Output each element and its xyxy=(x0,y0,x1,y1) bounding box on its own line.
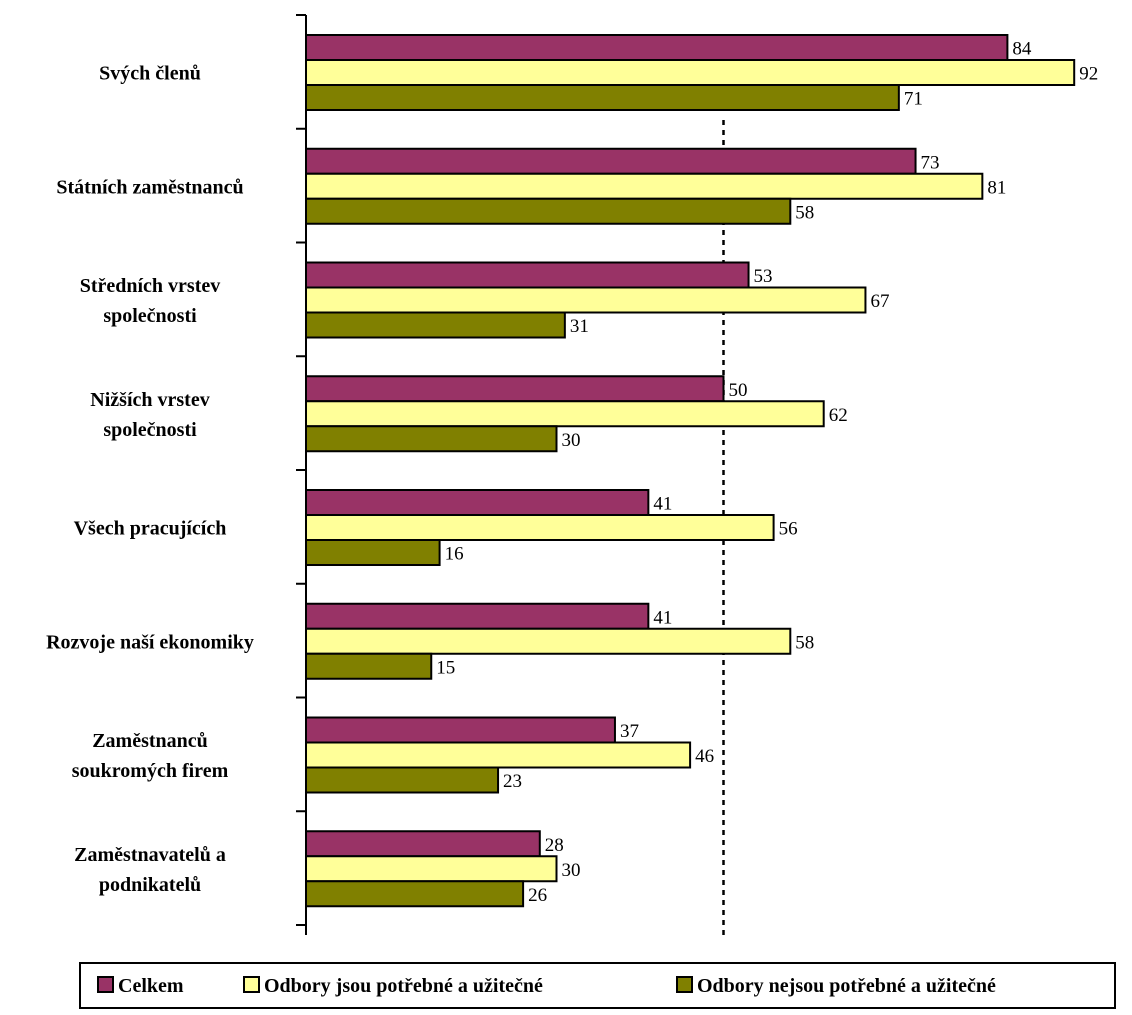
data-label: 37 xyxy=(620,721,639,742)
bar xyxy=(305,830,541,858)
data-label: 92 xyxy=(1079,64,1098,85)
legend-swatch xyxy=(97,976,114,993)
bar xyxy=(305,741,692,769)
category-label: Státních zaměstnanců xyxy=(56,176,243,198)
legend: Celkem Odbory jsou potřebné a užitečné Odb… xyxy=(79,962,1116,1009)
data-label: 58 xyxy=(795,202,814,223)
data-label: 30 xyxy=(562,430,581,451)
data-label: 23 xyxy=(503,771,522,792)
data-label: 84 xyxy=(1012,39,1032,60)
data-label: 71 xyxy=(904,89,923,110)
bar xyxy=(305,197,792,225)
bar xyxy=(305,766,500,794)
data-label: 31 xyxy=(570,316,589,337)
category-label: Nižších vrstev společnosti xyxy=(90,389,209,441)
bar xyxy=(305,261,750,289)
category-label: Všech pracujících xyxy=(74,518,227,540)
category-labels-layer: Svých členů Státních zaměstnanců Středních… xyxy=(46,63,254,896)
data-label: 73 xyxy=(921,152,940,173)
bar xyxy=(305,602,650,630)
bars-layer: 84 92 71 73 81 58 53 67 31 50 62 30 41 56 16 41 58 15 37 46… xyxy=(305,34,1098,908)
bar xyxy=(305,880,525,908)
bar xyxy=(305,147,917,175)
data-label: 16 xyxy=(445,544,464,565)
legend-swatch xyxy=(676,976,693,993)
bar xyxy=(305,539,441,566)
data-label: 46 xyxy=(695,746,714,767)
bar xyxy=(305,652,433,680)
data-label: 53 xyxy=(754,266,773,287)
data-label: 81 xyxy=(987,177,1006,198)
bar xyxy=(305,311,566,339)
category-label: Středních vrstev společnosti xyxy=(80,275,221,327)
bar xyxy=(305,425,558,453)
legend-box xyxy=(79,962,1116,1009)
legend-entry: Odbory jsou potřebné a užitečné xyxy=(264,975,543,997)
bar xyxy=(305,59,1076,86)
data-label: 28 xyxy=(545,835,564,856)
bar xyxy=(305,84,900,111)
data-label: 50 xyxy=(729,380,748,401)
category-label: Zaměstnanců soukromých firem xyxy=(72,730,229,782)
bar xyxy=(305,286,867,314)
data-label: 58 xyxy=(795,632,814,653)
bar xyxy=(305,34,1009,61)
bar xyxy=(305,855,558,883)
bar xyxy=(305,375,725,403)
category-label: Svých členů xyxy=(99,63,201,85)
data-label: 67 xyxy=(870,291,889,312)
data-label: 30 xyxy=(562,860,581,881)
legend-entry: Celkem xyxy=(118,975,184,997)
data-label: 26 xyxy=(528,885,547,906)
bar xyxy=(305,489,650,516)
legend-entry: Odbory nejsou potřebné a užitečné xyxy=(697,975,996,997)
data-label: 15 xyxy=(436,657,455,678)
data-label: 41 xyxy=(653,607,672,628)
data-label: 62 xyxy=(829,405,848,426)
bar xyxy=(305,627,792,655)
bar xyxy=(305,716,616,744)
data-label: 41 xyxy=(653,494,672,515)
bar xyxy=(305,172,984,200)
data-label: 56 xyxy=(779,519,798,540)
y-axis-layer xyxy=(296,14,307,935)
bar xyxy=(305,514,775,541)
category-label: Zaměstnavatelů a podnikatelů xyxy=(74,844,226,896)
bar xyxy=(305,400,825,428)
category-label: Rozvoje naší ekonomiky xyxy=(46,631,254,653)
legend-swatch xyxy=(243,976,260,993)
